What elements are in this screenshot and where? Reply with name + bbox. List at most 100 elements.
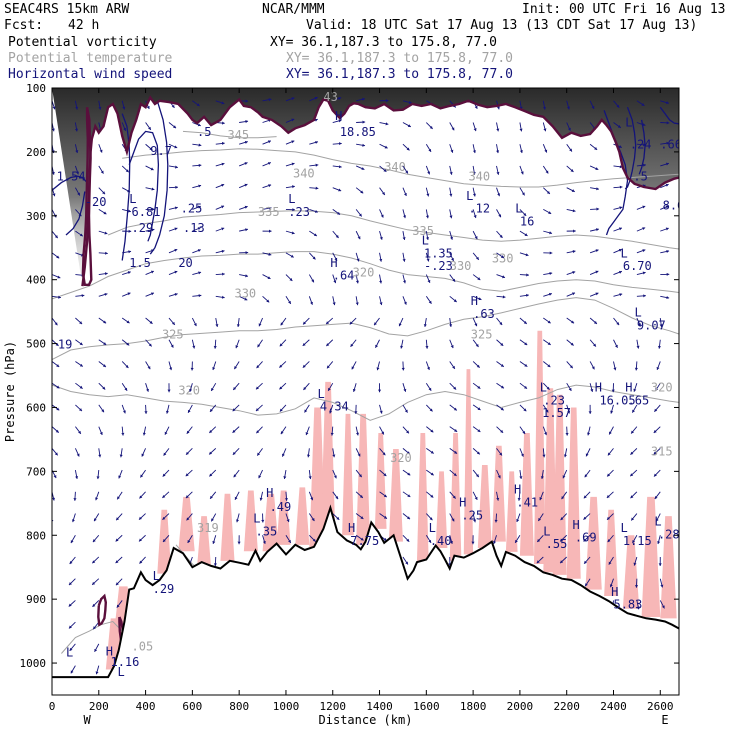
wind-arrowhead — [430, 429, 434, 433]
wind-arrowhead — [350, 343, 354, 347]
wind-arrowhead — [638, 323, 641, 327]
wind-arrowhead — [175, 165, 178, 169]
wind-arrowhead — [197, 205, 201, 209]
wind-arrowhead — [406, 430, 409, 434]
wind-arrowhead — [618, 248, 622, 252]
wind-arrowhead — [162, 473, 166, 477]
wind-arrowhead — [642, 249, 646, 253]
wind-arrowhead — [197, 249, 201, 252]
wind-arrowhead — [385, 122, 389, 126]
wind-arrowhead — [292, 185, 295, 189]
wind-arrowhead — [567, 410, 571, 414]
field-name-theta: Potential temperature — [8, 51, 173, 66]
wind-arrowhead — [116, 517, 120, 521]
wind-arrowhead — [449, 324, 453, 327]
wind-arrowhead — [78, 430, 81, 434]
wind-arrowhead — [244, 183, 248, 187]
wind-arrowhead — [477, 385, 481, 389]
y-tick-label: 700 — [26, 465, 46, 478]
annotation-label: 9.7 — [150, 144, 172, 158]
theta-contour-340 — [122, 148, 679, 188]
wind-arrowhead — [151, 187, 155, 191]
wind-arrowhead — [524, 385, 528, 389]
wind-arrowhead — [267, 162, 271, 165]
wind-arrowhead — [245, 99, 249, 103]
wind-arrowhead — [619, 293, 623, 297]
wind-arrowhead — [655, 387, 659, 391]
annotation-label: H — [266, 486, 273, 500]
wind-arrowhead — [593, 321, 597, 324]
wind-arrowhead — [358, 213, 362, 217]
wind-arrowhead — [428, 387, 432, 391]
wind-arrowhead — [56, 255, 60, 259]
wind-arrowhead — [326, 365, 330, 369]
wind-arrowhead — [81, 294, 85, 298]
wind-arrowhead — [315, 163, 319, 167]
init-time: Init: 00 UTC Fri 16 Aug 13 — [522, 2, 726, 17]
wind-arrowhead — [333, 280, 337, 284]
cloud-patch — [374, 433, 387, 529]
wind-arrowhead — [496, 150, 500, 154]
wind-arrowhead — [547, 364, 551, 368]
wind-arrowhead — [174, 248, 178, 252]
wind-arrowhead — [148, 126, 151, 130]
wind-arrowhead — [102, 386, 106, 390]
wind-arrowhead — [174, 270, 178, 274]
annotation-label: H — [611, 585, 618, 599]
annotation-label: 340 — [468, 170, 490, 184]
annotation-label: 320 — [353, 265, 375, 279]
wind-arrowhead — [302, 364, 306, 368]
wind-arrowhead — [430, 494, 434, 498]
wind-arrowhead — [546, 386, 550, 390]
wind-arrowhead — [187, 409, 191, 413]
wind-arrowhead — [428, 148, 432, 152]
theta-contour-325 — [52, 297, 679, 361]
wind-arrowhead — [79, 363, 83, 367]
wind-arrowhead — [403, 301, 407, 305]
annotation-label: .23 — [543, 393, 565, 407]
wind-arrowhead — [426, 258, 430, 262]
wind-arrowhead — [279, 386, 283, 390]
wind-arrowhead — [548, 292, 552, 296]
wind-arrowhead — [104, 292, 108, 296]
wind-arrowhead — [115, 560, 119, 564]
wind-arrowhead — [584, 474, 588, 478]
wind-arrowhead — [93, 626, 97, 630]
wind-arrowhead — [537, 539, 541, 542]
annotation-label: -.23 — [424, 259, 453, 273]
cloud-patch — [243, 490, 258, 552]
wind-arrowhead — [454, 450, 458, 454]
wind-arrowhead — [291, 118, 295, 122]
wind-arrowhead — [403, 193, 407, 196]
cloud-patch — [641, 496, 661, 618]
wind-arrowhead — [144, 411, 148, 414]
wind-arrowhead — [71, 519, 75, 523]
wind-arrowhead — [52, 497, 55, 501]
wind-arrowhead — [151, 228, 155, 232]
wind-arrowhead — [151, 207, 155, 211]
wind-arrowhead — [498, 214, 501, 218]
wind-arrowhead — [571, 320, 575, 324]
wind-arrowhead — [70, 540, 74, 544]
wind-arrowhead — [450, 149, 454, 153]
annotation-label: 1.57 — [542, 406, 571, 420]
wind-arrowhead — [524, 233, 528, 236]
wind-arrowhead — [451, 518, 455, 522]
wind-arrowhead — [256, 386, 259, 390]
wind-arrowhead — [643, 294, 646, 298]
wind-arrowhead — [406, 538, 410, 542]
wind-arrowhead — [68, 625, 72, 629]
wind-arrowhead — [478, 297, 482, 301]
wind-arrowhead — [139, 560, 143, 564]
wind-arrowhead — [549, 271, 553, 276]
wind-vector — [52, 556, 53, 558]
wind-arrowhead — [633, 388, 637, 392]
wind-arrowhead — [313, 233, 317, 237]
wind-arrowhead — [77, 192, 80, 196]
wind-arrowhead — [540, 476, 544, 479]
y-tick-label: 400 — [26, 274, 46, 287]
wind-arrowhead — [70, 670, 74, 674]
annotation-label: .29 — [132, 221, 154, 235]
wind-arrowhead — [496, 106, 500, 110]
annotation-label: L — [621, 246, 628, 260]
